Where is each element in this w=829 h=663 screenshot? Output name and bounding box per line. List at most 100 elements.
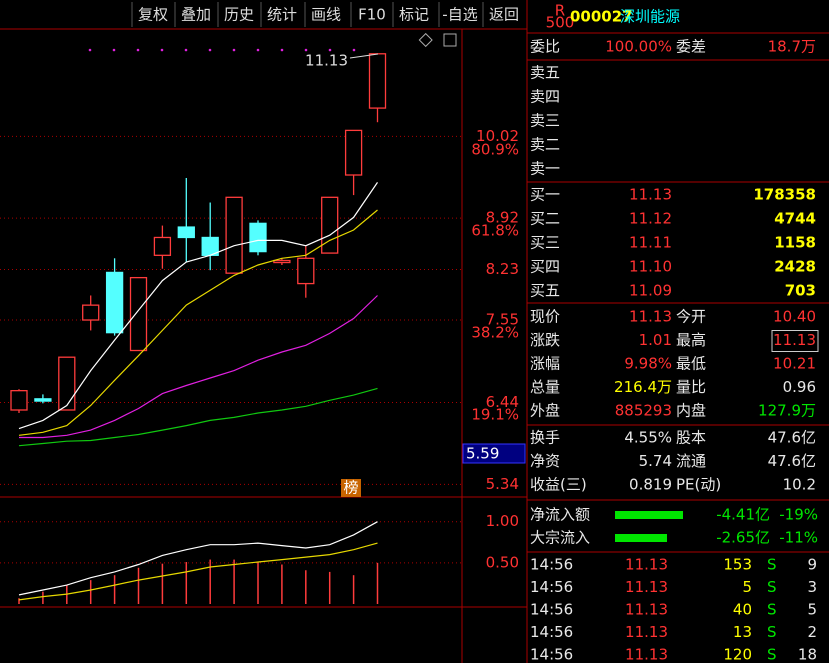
candle-body bbox=[10, 390, 28, 411]
value: 18.7万 bbox=[768, 38, 816, 56]
badge: 榜 bbox=[343, 479, 358, 497]
stock-name: 深圳能源 bbox=[620, 8, 680, 26]
trade-time: 14:56 bbox=[530, 578, 573, 596]
trade-time: 14:56 bbox=[530, 556, 573, 574]
buy-volume: 2428 bbox=[774, 258, 816, 276]
toolbar-button[interactable]: -自选 bbox=[442, 6, 477, 24]
buy-label: 买四 bbox=[530, 258, 560, 276]
trade-time: 14:56 bbox=[530, 623, 573, 641]
finance-label: PE(动) bbox=[676, 476, 721, 494]
y-tick-label: 8.92 bbox=[486, 209, 519, 227]
trade-volume: 13 bbox=[733, 623, 752, 641]
flow-pct: -11% bbox=[779, 529, 818, 547]
y-tick-label: 1.00 bbox=[486, 512, 519, 530]
quote-value: 0.96 bbox=[783, 378, 816, 396]
buy-label: 买一 bbox=[530, 186, 560, 204]
finance-value: 47.6亿 bbox=[768, 429, 816, 447]
moving-average bbox=[18, 182, 378, 430]
quote-value: 1.01 bbox=[639, 331, 672, 349]
trade-side: S bbox=[767, 578, 777, 596]
marker-dot bbox=[232, 48, 236, 52]
candle-body bbox=[273, 259, 291, 264]
marker-dot bbox=[112, 48, 116, 52]
toolbar-button[interactable]: 叠加 bbox=[181, 6, 211, 24]
toolbar-button[interactable]: 历史 bbox=[224, 6, 254, 24]
quote-label: 涨幅 bbox=[530, 355, 560, 373]
marker-dot bbox=[184, 48, 188, 52]
quote-label: 最高 bbox=[676, 331, 706, 349]
trade-side: S bbox=[767, 556, 777, 574]
marker-dot bbox=[304, 48, 308, 52]
buy-price: 11.12 bbox=[629, 210, 672, 228]
toolbar-button[interactable]: 复权 bbox=[138, 6, 168, 24]
toolbar-button[interactable]: 画线 bbox=[311, 6, 341, 24]
annotation-arrow bbox=[349, 53, 379, 59]
badge-box bbox=[341, 479, 361, 497]
marker-dot bbox=[208, 48, 212, 52]
quote-value: 11.13 bbox=[773, 331, 816, 349]
moving-average bbox=[18, 209, 378, 436]
finance-value: 4.55% bbox=[624, 429, 672, 447]
quote-value: 9.98% bbox=[624, 355, 672, 373]
trade-volume: 5 bbox=[742, 578, 752, 596]
toolbar-button[interactable]: 标记 bbox=[399, 6, 429, 24]
y-tick-label: 0.50 bbox=[486, 553, 519, 571]
finance-value: 5.74 bbox=[639, 452, 672, 470]
flow-pct: -19% bbox=[779, 506, 818, 524]
quote-label: 今开 bbox=[676, 308, 706, 326]
fib-label: 61.8% bbox=[471, 222, 519, 240]
buy-price: 11.11 bbox=[629, 234, 672, 252]
candle-body bbox=[58, 356, 76, 411]
moving-average bbox=[18, 387, 378, 447]
trade-price: 11.13 bbox=[625, 556, 668, 574]
candle-body bbox=[34, 398, 52, 402]
quote-value: 10.21 bbox=[773, 355, 816, 373]
marker-dot bbox=[352, 48, 356, 52]
marker-dot bbox=[328, 48, 332, 52]
buy-price: 11.09 bbox=[629, 282, 672, 300]
indicator-line bbox=[18, 542, 378, 601]
sell-label: 卖三 bbox=[530, 112, 560, 130]
buy-volume: 703 bbox=[785, 282, 816, 300]
toolbar-button[interactable]: F10 bbox=[358, 6, 386, 24]
fib-label: 19.1% bbox=[471, 406, 519, 424]
trade-time: 14:56 bbox=[530, 601, 573, 619]
trade-volume: 153 bbox=[723, 556, 752, 574]
high-box bbox=[771, 330, 819, 352]
marker-dot bbox=[160, 48, 164, 52]
flow-bar bbox=[615, 534, 667, 542]
marker-dot bbox=[136, 48, 140, 52]
fib-label: 80.9% bbox=[471, 141, 519, 159]
trade-price: 11.13 bbox=[625, 646, 668, 663]
stock-code: 000027 bbox=[570, 8, 633, 26]
flow-label: 净流入额 bbox=[530, 506, 590, 524]
window-icon[interactable] bbox=[443, 33, 457, 47]
candle-body bbox=[177, 226, 195, 239]
sell-label: 卖二 bbox=[530, 136, 560, 154]
sell-label: 卖五 bbox=[530, 64, 560, 82]
trade-price: 11.13 bbox=[625, 623, 668, 641]
toolbar-button[interactable]: 统计 bbox=[267, 6, 297, 24]
marker-dot bbox=[256, 48, 260, 52]
trade-side: S bbox=[767, 601, 777, 619]
candle-body bbox=[105, 271, 124, 334]
quote-label: 涨跌 bbox=[530, 331, 560, 349]
trade-volume: 120 bbox=[723, 646, 752, 663]
diamond-icon[interactable] bbox=[418, 32, 433, 48]
indicator-line bbox=[18, 521, 378, 596]
quote-label: 现价 bbox=[530, 308, 560, 326]
buy-price: 11.10 bbox=[629, 258, 672, 276]
trade-count: 9 bbox=[807, 556, 817, 574]
label: 委差 bbox=[676, 38, 706, 56]
y-tick-label: 5.34 bbox=[486, 475, 519, 493]
toolbar-button[interactable]: 返回 bbox=[489, 6, 519, 24]
finance-label: 流通 bbox=[676, 452, 706, 470]
sell-label: 卖四 bbox=[530, 88, 560, 106]
trade-count: 5 bbox=[807, 601, 817, 619]
candle-body bbox=[249, 222, 267, 253]
finance-value: 10.2 bbox=[783, 476, 816, 494]
moving-average bbox=[19, 295, 378, 439]
trade-count: 3 bbox=[807, 578, 817, 596]
last-price-annotation: 11.13 bbox=[305, 52, 348, 70]
y-tick-label: 6.44 bbox=[486, 393, 519, 411]
